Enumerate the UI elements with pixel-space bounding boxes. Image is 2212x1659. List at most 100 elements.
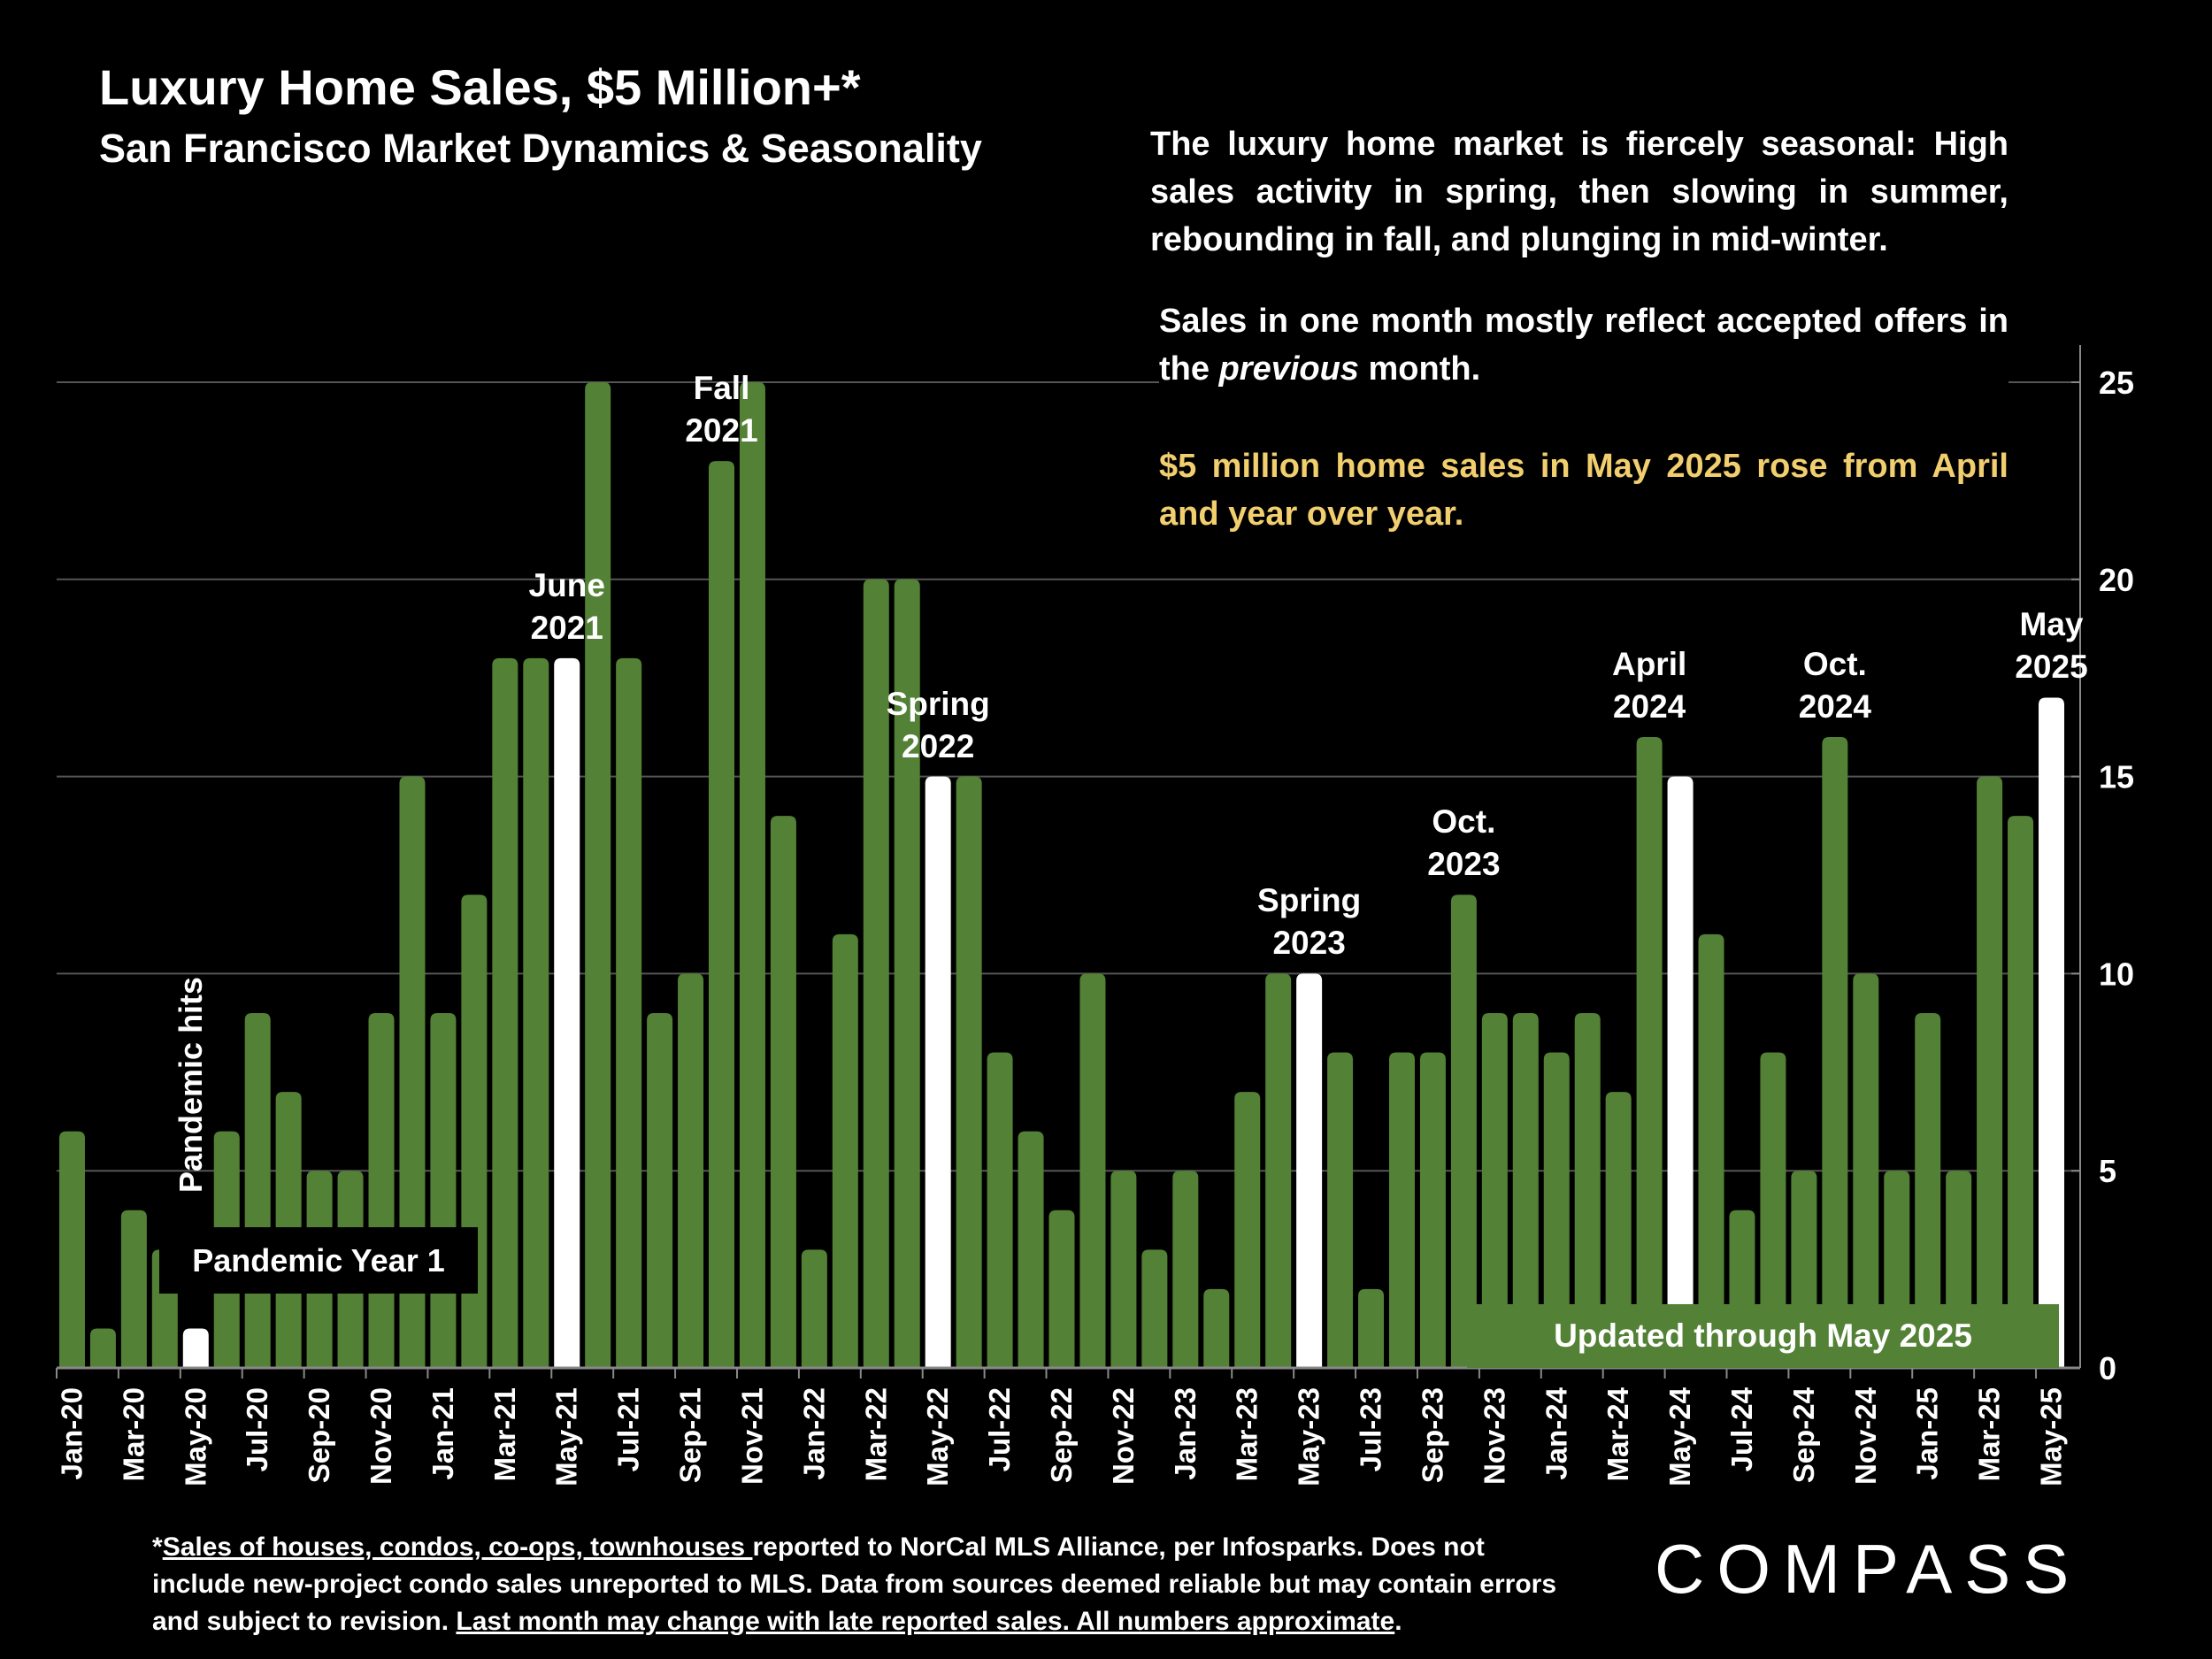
y-tick-label: 25	[2099, 365, 2134, 401]
footnote: *Sales of houses, condos, co-ops, townho…	[152, 1529, 1568, 1640]
bar-Feb-22	[832, 933, 858, 1368]
annotation-text: Spring	[1257, 882, 1362, 919]
annotation-text: Spring	[886, 685, 990, 722]
bar-Aug-23	[1388, 1052, 1415, 1368]
x-tick-label: Mar-21	[488, 1387, 521, 1481]
commentary-text: month.	[1358, 350, 1481, 388]
updated-through-label: Updated through May 2025	[1467, 1304, 2059, 1368]
x-tick-label: Mar-22	[859, 1387, 892, 1481]
x-tick-label: Jan-20	[55, 1387, 88, 1480]
bar-Nov-24	[1853, 973, 1879, 1368]
bar-Jan-21	[430, 1012, 457, 1368]
x-tick-label: Sep-20	[303, 1387, 335, 1483]
annotation-text: 2022	[902, 727, 975, 764]
bar-Jan-25	[1915, 1012, 1941, 1368]
annotation-Apr-24: April 2024	[1561, 643, 1738, 728]
chart-title: Luxury Home Sales, $5 Million+*	[99, 59, 861, 115]
x-tick-label: Mar-25	[1973, 1387, 2006, 1481]
footnote-underlined-2: Last month may change with late reported…	[456, 1607, 1395, 1636]
x-tick-label: Jan-24	[1540, 1386, 1572, 1479]
annotation-text: 2021	[685, 412, 758, 449]
bar-Aug-24	[1760, 1052, 1786, 1368]
annotation-text: 2024	[1612, 688, 1686, 726]
annotation-text: Oct.	[1802, 646, 1867, 683]
bar-Feb-24	[1574, 1012, 1601, 1368]
y-tick-label: 5	[2099, 1153, 2116, 1189]
bar-Aug-22	[1018, 1131, 1044, 1368]
annotation-text: June	[528, 566, 605, 603]
x-tick-label: Mar-23	[1231, 1387, 1263, 1481]
commentary-highlight: $5 million home sales in May 2025 rose f…	[1159, 448, 2008, 533]
bar-Dec-20	[399, 776, 426, 1368]
bar-Jul-21	[616, 657, 642, 1368]
bar-Jul-22	[987, 1052, 1013, 1368]
bar-Apr-24	[1636, 737, 1663, 1368]
y-tick-label: 10	[2099, 956, 2134, 992]
bar-Sep-21	[678, 973, 704, 1368]
bar-Mar-21	[492, 657, 518, 1368]
x-tick-label: Jan-23	[1169, 1387, 1202, 1480]
footnote-star: *	[152, 1532, 163, 1562]
x-tick-label: Jul-22	[983, 1387, 1016, 1471]
bar-Oct-23	[1450, 895, 1477, 1368]
annotation-May-21: June 2021	[479, 565, 656, 649]
annotation-Oct-21: Fall 2021	[634, 367, 810, 452]
x-tick-label: Nov-21	[735, 1387, 768, 1485]
bar-Apr-21	[523, 657, 549, 1368]
y-tick-label: 15	[2099, 759, 2134, 795]
x-tick-label: May-24	[1663, 1386, 1696, 1486]
commentary-emphasis: previous	[1218, 350, 1359, 388]
commentary-text: Sales in one month mostly reflect accept…	[1159, 303, 2008, 388]
bar-Jan-22	[801, 1249, 827, 1368]
bar-Feb-23	[1203, 1288, 1230, 1368]
annotation-text: 2021	[530, 609, 603, 646]
bar-Apr-23	[1265, 973, 1292, 1368]
bar-Mar-20	[120, 1210, 147, 1368]
bar-Sep-22	[1048, 1210, 1075, 1368]
annotation-text: 2025	[2015, 649, 2088, 686]
compass-logo: COMPASS	[1655, 1530, 2082, 1608]
bar-Jan-20	[58, 1131, 85, 1368]
bar-Feb-21	[461, 895, 488, 1368]
x-tick-label: Nov-24	[1849, 1386, 1882, 1485]
annotation-text: 2023	[1272, 925, 1346, 962]
pandemic-hits-label: Pandemic hits	[173, 976, 209, 1193]
x-tick-label: Jul-23	[1355, 1387, 1387, 1471]
bar-Jul-20	[244, 1012, 271, 1368]
x-tick-label: May-20	[179, 1387, 211, 1486]
annotation-text: 2024	[1798, 688, 1871, 726]
bar-Mar-23	[1234, 1092, 1261, 1368]
annotation-Oct-23: Oct. 2023	[1375, 801, 1552, 886]
bar-Nov-22	[1110, 1171, 1137, 1368]
annotation-May-22: Spring 2022	[849, 683, 1026, 768]
footnote-end: .	[1394, 1607, 1402, 1636]
bar-Aug-21	[647, 1012, 673, 1368]
bar-May-23	[1296, 973, 1323, 1368]
x-tick-label: Nov-20	[365, 1387, 397, 1485]
bar-May-22	[925, 776, 951, 1368]
bar-Mar-24	[1605, 1092, 1632, 1368]
bar-Jun-21	[585, 382, 611, 1368]
y-tick-label: 20	[2099, 562, 2134, 598]
bar-Oct-24	[1822, 737, 1848, 1368]
annotation-May-23: Spring 2023	[1221, 879, 1398, 964]
bar-Jun-24	[1698, 933, 1724, 1368]
footnote-underlined-1: Sales of houses, condos, co-ops, townhou…	[162, 1532, 753, 1562]
bar-May-24	[1667, 776, 1694, 1368]
annotation-text: Oct.	[1432, 803, 1496, 841]
bar-Dec-21	[770, 816, 796, 1368]
bar-May-20	[182, 1328, 209, 1368]
bar-May-21	[554, 657, 580, 1368]
bar-Sep-23	[1419, 1052, 1446, 1368]
x-tick-label: Nov-23	[1478, 1387, 1510, 1485]
x-tick-label: May-25	[2035, 1387, 2068, 1486]
x-tick-label: Sep-24	[1787, 1386, 1820, 1483]
annotation-text: April	[1611, 646, 1687, 683]
bar-Jun-23	[1327, 1052, 1354, 1368]
x-tick-label: Jul-24	[1725, 1386, 1758, 1471]
annotation-text: Fall	[693, 370, 750, 407]
annotation-May-25: May 2025	[1963, 603, 2140, 688]
bar-Jan-24	[1543, 1052, 1570, 1368]
bar-Nov-23	[1481, 1012, 1508, 1368]
bar-Nov-21	[739, 382, 765, 1368]
